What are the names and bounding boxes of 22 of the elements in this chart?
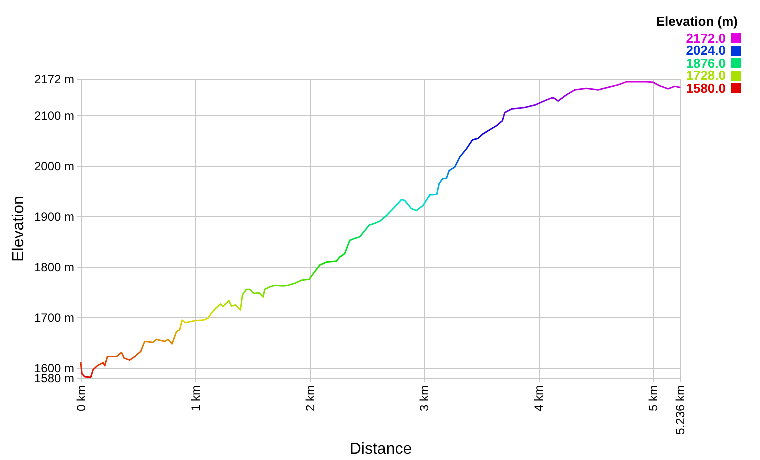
color-bar-title: Elevation (m) bbox=[656, 14, 739, 30]
x-tick-label: 5.236 km bbox=[674, 385, 688, 435]
line-series bbox=[80, 81, 681, 378]
x-tick-label: 3 km bbox=[418, 386, 432, 412]
color-bar-label: 2024.0 bbox=[686, 43, 726, 58]
x-tick-label: 1 km bbox=[188, 386, 203, 412]
y-tick-label: 1800 m bbox=[34, 260, 74, 274]
x-tick-label: 5 km bbox=[646, 386, 660, 412]
y-tick-label: 2172 m bbox=[34, 72, 74, 86]
color-bar-label: 1580.0 bbox=[686, 80, 726, 96]
color-bar-label: 1876.0 bbox=[686, 56, 726, 71]
color-bar-label: 1728.0 bbox=[686, 68, 726, 84]
x-axis-title: Distance bbox=[350, 440, 412, 458]
y-tick-label: 2100 m bbox=[34, 108, 74, 123]
x-tick-label: 0 km bbox=[74, 386, 88, 412]
y-axis-title: Elevation bbox=[10, 196, 28, 262]
color-bar-label: 2172.0 bbox=[686, 30, 726, 46]
y-tick-label: 2000 m bbox=[34, 159, 74, 174]
y-tick-label: 1900 m bbox=[34, 210, 74, 224]
x-tick-label: 2 km bbox=[303, 386, 318, 412]
y-tick-label: 1700 m bbox=[34, 310, 74, 325]
x-tick-label: 4 km bbox=[532, 386, 546, 412]
